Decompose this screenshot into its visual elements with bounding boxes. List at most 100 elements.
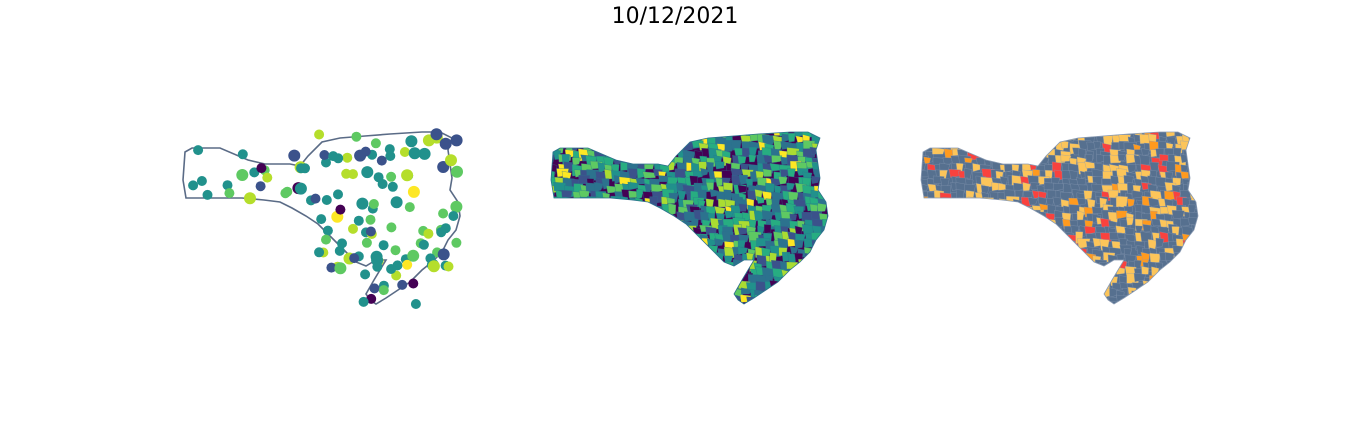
choropleth-municipality <box>597 245 609 256</box>
classified-municipality <box>1015 241 1024 250</box>
classified-municipality <box>1005 225 1017 236</box>
choropleth-municipality <box>732 305 745 313</box>
classified-municipality <box>1016 267 1026 278</box>
choropleth-municipality <box>651 309 662 317</box>
choropleth-municipality <box>827 239 828 249</box>
classified-municipality <box>1189 253 1198 264</box>
classified-municipality <box>1053 182 1064 192</box>
classified-municipality <box>1093 297 1104 304</box>
choropleth-municipality <box>650 260 659 273</box>
choropleth-municipality <box>820 240 828 248</box>
classified-municipality <box>942 255 952 266</box>
classified-municipality <box>1008 206 1020 216</box>
choropleth-municipality <box>699 302 711 304</box>
choropleth-municipality <box>597 220 608 231</box>
choropleth-municipality <box>762 168 772 177</box>
choropleth-municipality <box>670 282 683 291</box>
choropleth-municipality <box>834 193 845 201</box>
choropleth-municipality <box>605 132 613 139</box>
choropleth-municipality <box>606 233 614 246</box>
classified-municipality <box>1083 190 1093 200</box>
classified-municipality <box>1102 273 1111 286</box>
choropleth-municipality <box>603 220 611 232</box>
classified-municipality <box>1014 252 1023 260</box>
choropleth-municipality <box>653 296 665 304</box>
classified-municipality <box>924 219 939 233</box>
municipality-point <box>322 225 333 236</box>
municipality-point <box>408 278 419 289</box>
classified-municipality <box>1064 289 1076 299</box>
classified-municipality <box>1174 283 1184 296</box>
classified-municipality <box>1175 303 1189 304</box>
classified-municipality <box>991 269 1004 280</box>
choropleth-municipality <box>781 276 791 287</box>
classified-municipality <box>1093 132 1104 137</box>
choropleth-municipality <box>637 211 647 223</box>
choropleth-municipality <box>630 133 643 142</box>
municipality-point <box>386 264 397 274</box>
choropleth-municipality <box>773 302 784 304</box>
choropleth-municipality <box>551 246 559 256</box>
classified-municipality <box>921 246 928 258</box>
choropleth-municipality <box>765 305 775 313</box>
choropleth-municipality <box>657 253 667 263</box>
municipality-point <box>335 204 346 215</box>
choropleth-municipality <box>551 280 559 289</box>
municipality-point <box>348 223 358 234</box>
choropleth-municipality <box>795 135 805 143</box>
choropleth-municipality <box>685 281 694 293</box>
classified-municipality <box>1183 310 1194 322</box>
classified-municipality <box>1069 293 1082 302</box>
choropleth-municipality <box>629 294 641 303</box>
classified-municipality <box>999 148 1007 158</box>
classified-municipality <box>1013 216 1024 226</box>
choropleth-municipality <box>580 224 590 238</box>
choropleth-municipality <box>553 233 567 244</box>
choropleth-municipality <box>578 297 588 304</box>
classified-municipality <box>972 254 984 266</box>
choropleth-municipality <box>572 197 586 205</box>
choropleth-municipality <box>830 270 840 280</box>
choropleth-municipality <box>557 224 569 235</box>
choropleth-municipality <box>633 288 643 300</box>
classified-municipality <box>958 197 967 207</box>
choropleth-municipality <box>762 134 775 146</box>
choropleth-municipality <box>561 132 570 135</box>
choropleth-municipality <box>610 195 621 206</box>
classified-municipality <box>1119 311 1131 320</box>
classified-municipality <box>1094 269 1108 278</box>
classified-municipality <box>964 253 977 265</box>
choropleth-municipality <box>572 308 581 314</box>
classified-municipality <box>1061 295 1073 304</box>
choropleth-regions <box>551 132 845 317</box>
classified-municipality <box>1157 290 1168 301</box>
classified-municipality <box>934 280 946 291</box>
classified-municipality <box>971 231 983 242</box>
classified-municipality <box>926 133 940 142</box>
choropleth-municipality <box>561 190 573 198</box>
classified-municipality <box>931 147 945 155</box>
classified-municipality <box>1011 154 1023 162</box>
choropleth-municipality <box>586 295 599 304</box>
classified-municipality <box>1021 232 1031 244</box>
classified-municipality <box>1180 297 1194 304</box>
classified-municipality <box>1196 253 1198 260</box>
classified-municipality <box>1064 261 1073 270</box>
choropleth-municipality <box>551 140 556 150</box>
choropleth-municipality <box>715 269 729 282</box>
choropleth-municipality <box>713 288 722 300</box>
choropleth-municipality <box>825 164 828 177</box>
choropleth-municipality <box>564 276 578 286</box>
classified-municipality <box>1084 161 1096 169</box>
choropleth-municipality <box>684 239 693 251</box>
choropleth-municipality <box>643 218 654 229</box>
municipality-point <box>351 131 362 142</box>
municipality-point <box>397 279 408 290</box>
municipality-point <box>437 248 450 261</box>
classified-municipality <box>965 280 974 289</box>
municipality-point <box>256 163 267 174</box>
classified-municipality <box>1020 136 1030 149</box>
choropleth-municipality <box>585 218 597 231</box>
choropleth-municipality <box>781 287 795 296</box>
choropleth-municipality <box>565 247 575 260</box>
